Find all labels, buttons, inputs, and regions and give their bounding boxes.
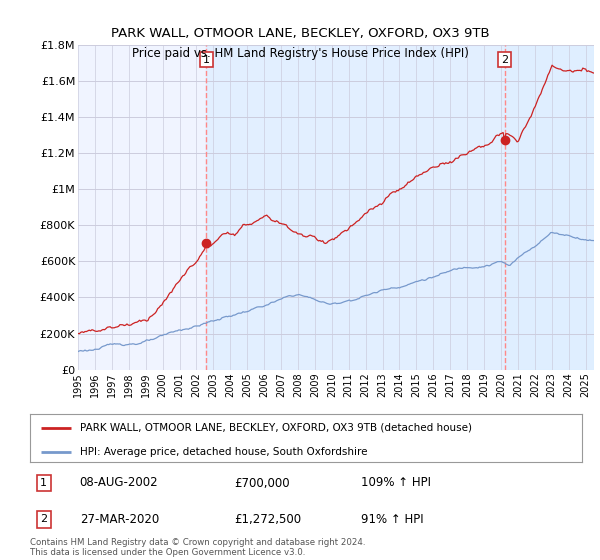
Text: 2: 2	[501, 54, 508, 64]
Text: PARK WALL, OTMOOR LANE, BECKLEY, OXFORD, OX3 9TB (detached house): PARK WALL, OTMOOR LANE, BECKLEY, OXFORD,…	[80, 423, 472, 433]
Text: £1,272,500: £1,272,500	[234, 513, 301, 526]
Text: 91% ↑ HPI: 91% ↑ HPI	[361, 513, 424, 526]
Text: 27-MAR-2020: 27-MAR-2020	[80, 513, 159, 526]
Text: 08-AUG-2002: 08-AUG-2002	[80, 477, 158, 489]
Text: Contains HM Land Registry data © Crown copyright and database right 2024.
This d: Contains HM Land Registry data © Crown c…	[30, 538, 365, 557]
Text: 109% ↑ HPI: 109% ↑ HPI	[361, 477, 431, 489]
Bar	[206, 45, 594, 370]
Text: PARK WALL, OTMOOR LANE, BECKLEY, OXFORD, OX3 9TB: PARK WALL, OTMOOR LANE, BECKLEY, OXFORD,…	[110, 27, 490, 40]
Bar	[505, 45, 594, 370]
Text: 2: 2	[40, 515, 47, 524]
Text: 1: 1	[40, 478, 47, 488]
Text: £700,000: £700,000	[234, 477, 290, 489]
Text: Price paid vs. HM Land Registry's House Price Index (HPI): Price paid vs. HM Land Registry's House …	[131, 46, 469, 60]
Text: HPI: Average price, detached house, South Oxfordshire: HPI: Average price, detached house, Sout…	[80, 446, 367, 456]
Text: 1: 1	[203, 54, 210, 64]
